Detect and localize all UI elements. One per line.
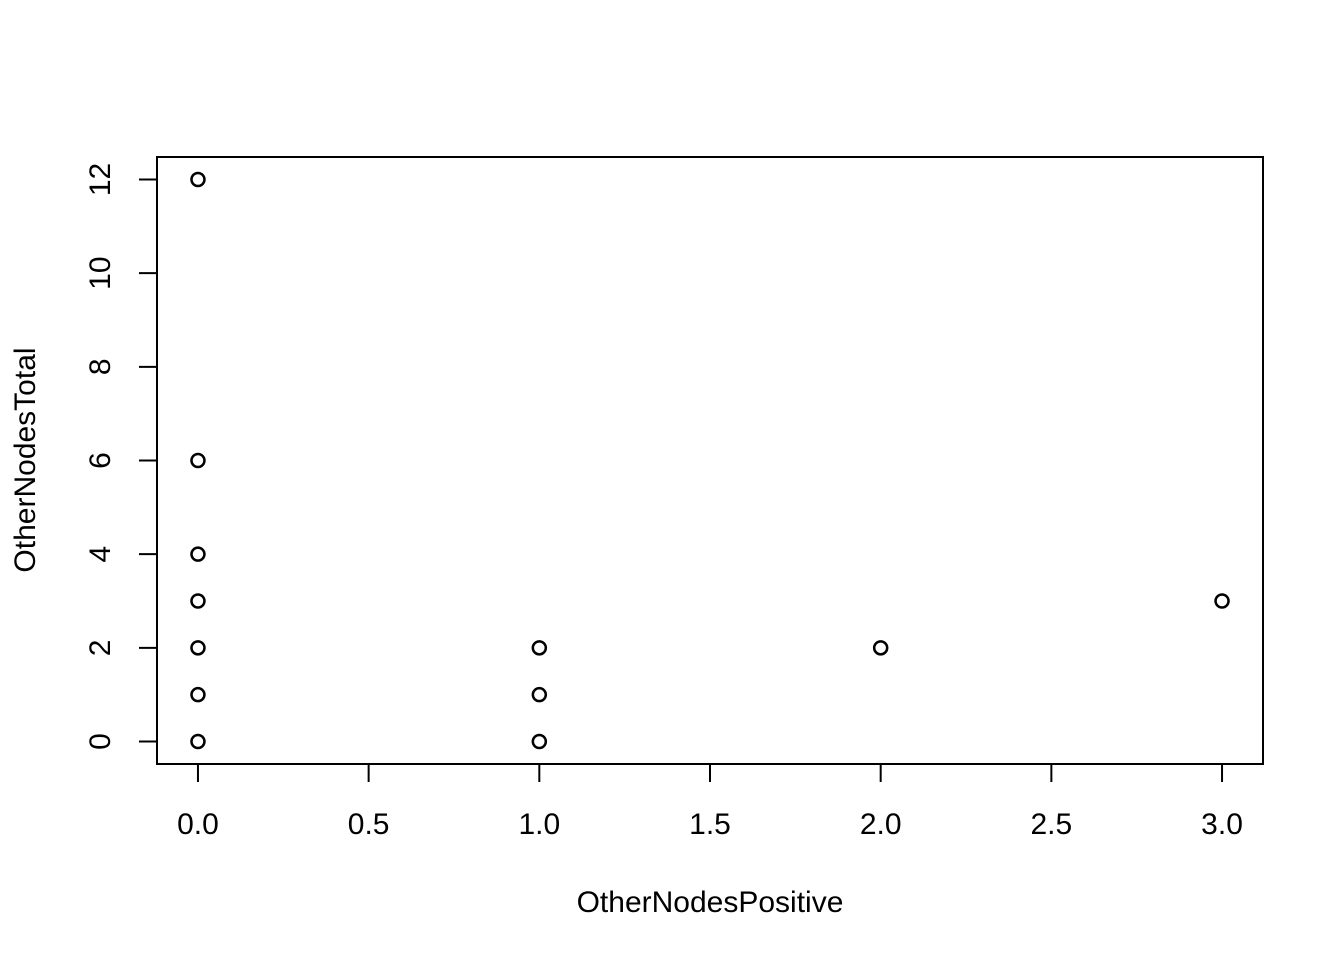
data-point [190, 733, 206, 750]
data-point [190, 593, 206, 609]
data-points [190, 171, 1230, 750]
y-tick-label: 0 [84, 733, 117, 750]
x-tick-label: 2.0 [860, 808, 902, 841]
x-tick-label: 3.0 [1201, 808, 1243, 841]
y-tick-label: 2 [84, 640, 117, 657]
y-tick-label: 4 [84, 546, 117, 563]
data-point [190, 640, 206, 656]
y-tick-label: 12 [84, 163, 117, 196]
y-axis: 0 2 4 6 8 10 12 [84, 163, 158, 750]
data-point [872, 640, 889, 656]
data-point [190, 546, 206, 562]
data-point [531, 640, 548, 656]
data-point [531, 686, 548, 703]
y-tick-label: 8 [84, 358, 117, 375]
x-tick-label: 0.5 [348, 808, 390, 841]
x-tick-label: 2.5 [1030, 808, 1072, 841]
y-ticks: 0 2 4 6 8 10 12 [84, 163, 157, 750]
x-tick-label: 1.5 [689, 808, 731, 841]
data-point [531, 733, 548, 750]
y-tick-label: 6 [84, 452, 117, 469]
x-axis-label: OtherNodesPositive [577, 886, 844, 919]
y-axis-label: OtherNodesTotal [9, 347, 42, 572]
x-ticks: 0.0 0.5 1.0 1.5 2.0 2.5 3.0 [177, 764, 1243, 841]
plot-area-frame [156, 156, 1264, 765]
data-point [1214, 593, 1230, 609]
y-tick-label: 10 [84, 256, 117, 289]
data-point [190, 686, 206, 703]
data-point [190, 452, 206, 469]
x-tick-label: 1.0 [518, 808, 560, 841]
data-point [190, 171, 206, 188]
x-axis: 0.0 0.5 1.0 1.5 2.0 2.5 3.0 [177, 763, 1243, 841]
x-tick-label: 0.0 [177, 808, 219, 841]
